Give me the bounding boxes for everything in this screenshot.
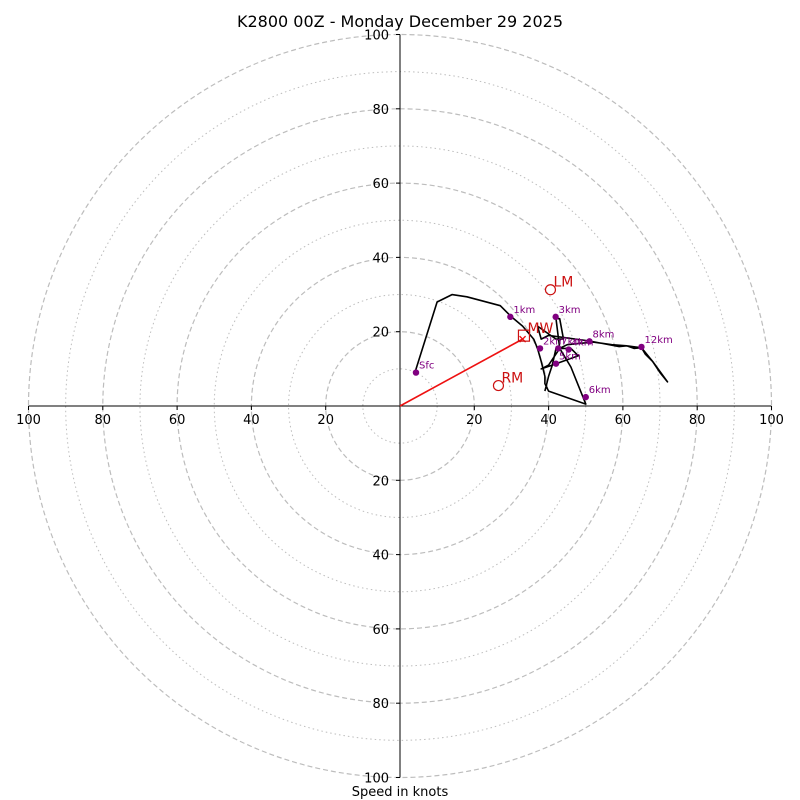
height-marker-label: 3km <box>559 305 581 316</box>
chart-title: K2800 00Z - Monday December 29 2025 <box>237 12 563 31</box>
storm-motion-marker <box>544 284 557 296</box>
x-tick-label: 100 <box>16 413 41 428</box>
height-marker-dot <box>638 343 645 351</box>
y-tick-label: 80 <box>372 103 389 118</box>
x-tick-label: 40 <box>540 413 557 428</box>
y-tick-label: 100 <box>364 29 389 44</box>
storm-motion-marker <box>492 379 505 392</box>
height-marker-dot <box>582 393 589 401</box>
height-marker-dot <box>507 313 514 321</box>
storm-motion-label: MW <box>527 321 553 337</box>
height-marker-dot <box>536 345 544 352</box>
y-tick-label: 40 <box>372 251 389 266</box>
height-marker-dot <box>586 338 593 345</box>
storm-motion-label: RM <box>501 371 523 387</box>
storm-motion-marker <box>517 329 531 342</box>
hodograph-line <box>414 293 669 405</box>
height-marker-label: 1km <box>513 305 535 316</box>
height-marker-label: Sfc <box>419 361 434 372</box>
height-marker-dot <box>552 313 559 321</box>
height-marker-dot <box>552 360 560 367</box>
x-tick-label: 60 <box>169 413 186 428</box>
storm-motion-label: LM <box>553 275 573 291</box>
height-marker-label: 2km <box>543 336 565 347</box>
y-tick-label: 60 <box>372 177 389 192</box>
height-marker-label: 8km <box>592 329 614 340</box>
x-tick-label: 40 <box>243 413 260 428</box>
shear-vector <box>399 338 523 407</box>
height-marker-label: 5km <box>559 352 581 363</box>
x-tick-label: 60 <box>615 413 632 428</box>
height-marker-label: 7km <box>561 336 583 347</box>
y-tick-label: 40 <box>372 549 389 564</box>
height-marker-label: 12km <box>644 335 672 346</box>
y-tick-label: 60 <box>372 623 389 638</box>
x-tick-label: 80 <box>95 413 112 428</box>
y-tick-label: 80 <box>372 697 389 712</box>
height-markers: Sfc 1km 2km 3km 4km 5km 6km 8km 12km 7km <box>412 305 673 401</box>
y-tick-label: 20 <box>372 326 389 341</box>
height-marker-dot <box>565 346 572 353</box>
y-tick-label: 100 <box>364 772 389 787</box>
y-tick-label: 20 <box>372 474 389 489</box>
x-axis-label: Speed in knots <box>352 785 449 800</box>
height-marker-label: 6km <box>589 385 611 396</box>
height-marker-dot <box>555 345 562 352</box>
storm-motions: LM MW RM <box>492 275 573 392</box>
height-marker-label: 4km <box>572 338 594 349</box>
height-marker-dot <box>412 369 420 376</box>
x-tick-label: 20 <box>317 413 334 428</box>
x-tick-label: 100 <box>759 413 784 428</box>
x-tick-label: 20 <box>466 413 483 428</box>
tick-labels: 20 20 20 20 40 40 40 40 60 60 60 60 80 80 80 80 100 100 10… <box>16 29 784 787</box>
x-tick-label: 80 <box>689 413 706 428</box>
